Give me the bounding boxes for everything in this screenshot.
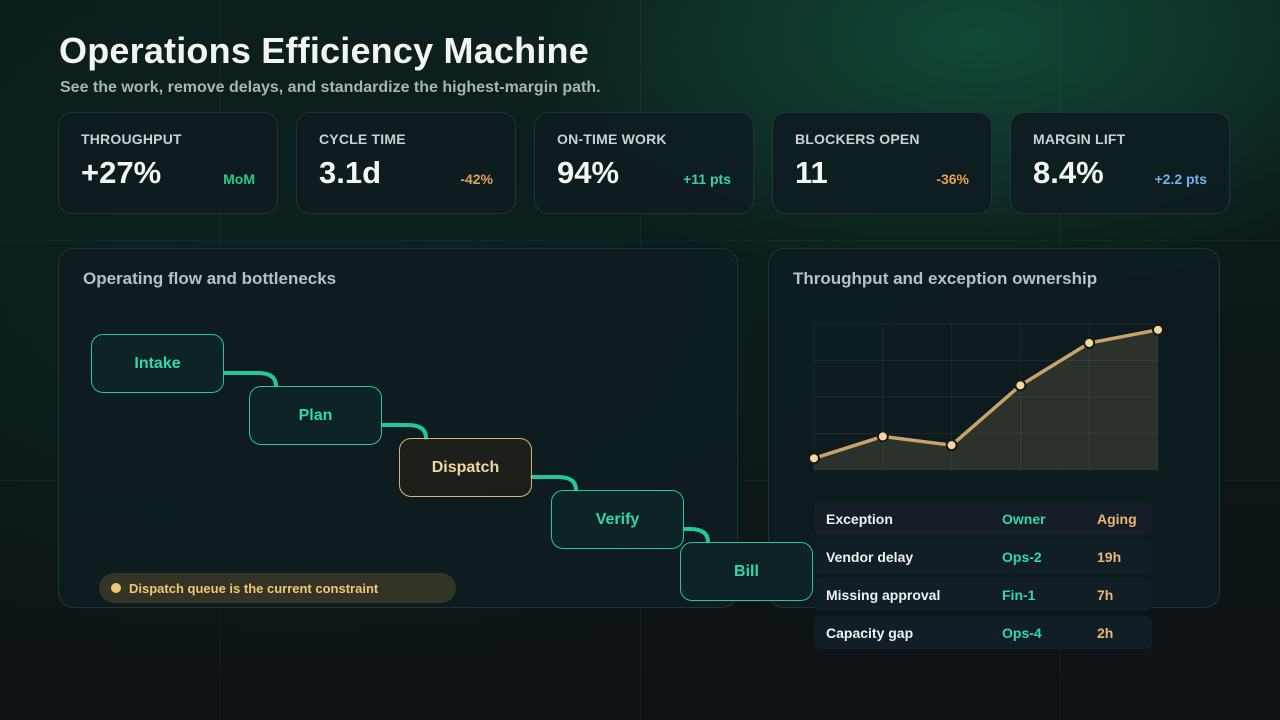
chart-area	[814, 329, 1158, 470]
flow-step-dispatch[interactable]: Dispatch	[399, 438, 532, 497]
flow-panel: Operating flow and bottlenecks	[58, 248, 738, 608]
exception-name: Missing approval	[826, 587, 941, 603]
exception-owner: Fin-1	[1002, 587, 1036, 603]
column-header-owner: Owner	[1002, 511, 1046, 527]
kpi-label: THROUGHPUT	[81, 131, 182, 147]
kpi-value: 11	[795, 155, 828, 190]
kpi-delta: +11 pts	[683, 171, 731, 187]
kpi-label: MARGIN LIFT	[1033, 131, 1126, 147]
table-row[interactable]: Missing approval Fin-1 7h	[814, 578, 1152, 611]
kpi-card-margin-lift[interactable]: MARGIN LIFT 8.4% +2.2 pts	[1010, 112, 1230, 214]
constraint-callout: Dispatch queue is the current constraint	[99, 573, 456, 603]
exception-owner: Ops-2	[1002, 549, 1042, 565]
kpi-card-throughput[interactable]: THROUGHPUT +27% MoM	[58, 112, 278, 214]
kpi-delta: -42%	[460, 171, 493, 187]
exception-name: Vendor delay	[826, 549, 914, 565]
kpi-value: +27%	[81, 155, 162, 190]
constraint-text: Dispatch queue is the current constraint	[129, 580, 379, 596]
chart-data-point	[1083, 336, 1096, 349]
chart-series-line	[813, 328, 1159, 460]
exception-aging: 7h	[1097, 587, 1114, 603]
table-row[interactable]: Capacity gap Ops-4 2h	[814, 616, 1152, 649]
flow-panel-title: Operating flow and bottlenecks	[83, 269, 337, 288]
background-grid-line	[0, 240, 1280, 241]
constraint-dot-icon	[111, 583, 121, 593]
column-header-exception: Exception	[826, 511, 893, 527]
page-title: Operations Efficiency Machine	[59, 30, 589, 71]
kpi-delta: -36%	[936, 171, 969, 187]
column-header-aging: Aging	[1097, 511, 1137, 527]
exception-aging: 19h	[1097, 549, 1122, 565]
kpi-value: 94%	[557, 155, 620, 190]
chart-data-point	[808, 452, 820, 465]
chart-data-point	[876, 430, 889, 443]
throughput-chart	[808, 323, 1164, 471]
kpi-card-cycle-time[interactable]: CYCLE TIME 3.1d -42%	[296, 112, 516, 214]
kpi-card-blockers-open[interactable]: BLOCKERS OPEN 11 -36%	[772, 112, 992, 214]
kpi-delta: MoM	[223, 171, 255, 187]
kpi-delta: +2.2 pts	[1154, 171, 1207, 187]
kpi-value: 3.1d	[319, 155, 382, 190]
kpi-value: 8.4%	[1033, 155, 1104, 190]
exceptions-table: Exception Owner Aging Vendor delay Ops-2…	[814, 502, 1152, 654]
table-header-row: Exception Owner Aging	[814, 502, 1152, 535]
kpi-card-on-time-work[interactable]: ON-TIME WORK 94% +11 pts	[534, 112, 754, 214]
flow-step-bill[interactable]: Bill	[680, 542, 813, 601]
exception-owner: Ops-4	[1002, 625, 1042, 641]
chart-data-point	[1014, 379, 1027, 392]
kpi-label: ON-TIME WORK	[557, 131, 667, 147]
kpi-label: BLOCKERS OPEN	[795, 131, 920, 147]
flow-step-intake[interactable]: Intake	[91, 334, 224, 393]
chart-data-point	[945, 439, 958, 452]
exception-name: Capacity gap	[826, 625, 914, 641]
flow-step-verify[interactable]: Verify	[551, 490, 684, 549]
table-row[interactable]: Vendor delay Ops-2 19h	[814, 540, 1152, 573]
chart-data-point	[1152, 323, 1164, 336]
flow-step-plan[interactable]: Plan	[249, 386, 382, 445]
exception-aging: 2h	[1097, 625, 1114, 641]
kpi-label: CYCLE TIME	[319, 131, 406, 147]
page-subtitle: See the work, remove delays, and standar…	[60, 79, 601, 96]
throughput-panel-title: Throughput and exception ownership	[793, 269, 1098, 288]
